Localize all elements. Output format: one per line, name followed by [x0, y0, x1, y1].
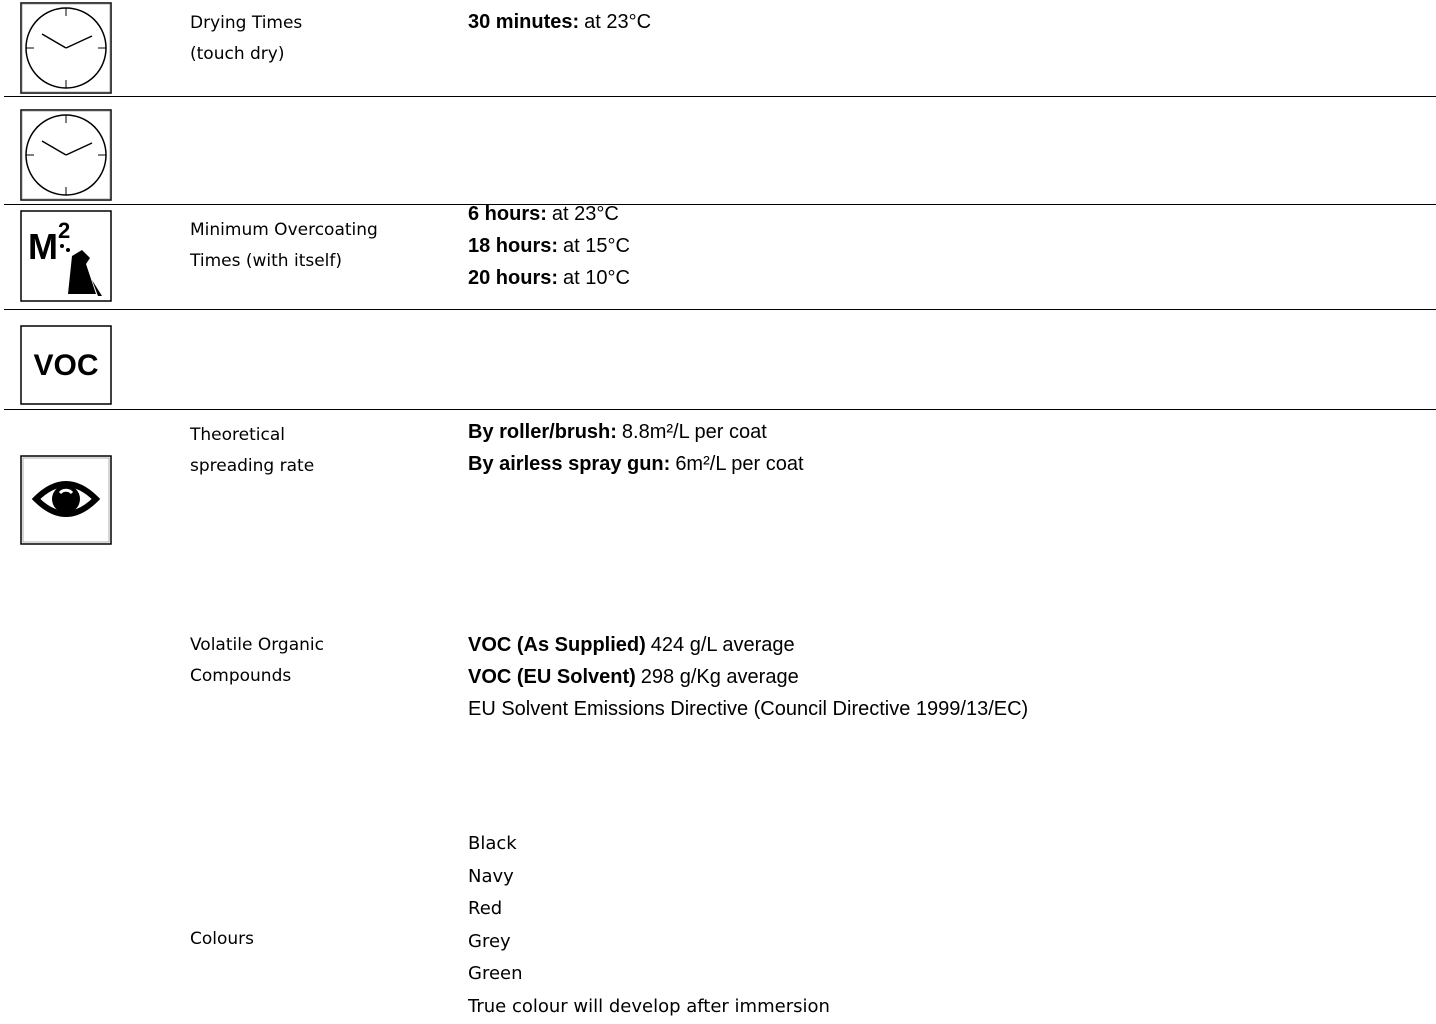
- detail-text: 6m²/L per coat: [675, 453, 804, 475]
- row-details: VOC (As Supplied) 424 g/L average VOC (EU …: [468, 629, 1028, 725]
- icon-superscript: 2: [58, 218, 71, 243]
- detail-text: at 23°C: [551, 203, 619, 225]
- detail-text: True colour will develop after immersion: [468, 995, 830, 1017]
- row-separator: [4, 309, 1436, 310]
- detail-line: Green: [468, 958, 830, 991]
- detail-bold: By airless spray gun:: [468, 453, 671, 475]
- detail-text: EU Solvent Emissions Directive (Council …: [468, 698, 1029, 720]
- row-label: Colours: [190, 924, 254, 955]
- detail-bold: 18 hours:: [468, 235, 559, 257]
- row-details: 6 hours: at 23°C 18 hours: at 15°C 20 hours:…: [468, 198, 630, 294]
- detail-text: Red: [468, 898, 503, 920]
- detail-line: By airless spray gun: 6m²/L per coat: [468, 448, 804, 480]
- detail-text: 424 g/L average: [650, 634, 795, 656]
- spec-row: VOC Volatile Organic Compounds VOC (As Supp…: [0, 310, 1436, 720]
- row-icon: [20, 2, 112, 99]
- detail-text: Green: [468, 963, 523, 985]
- label-line: Theoretical: [190, 425, 285, 445]
- detail-bold: VOC (As Supplied): [468, 634, 646, 656]
- detail-bold: VOC (EU Solvent): [468, 666, 636, 688]
- spec-row: Minimum Overcoating Times (with itself) 6 …: [0, 97, 1436, 289]
- spec-row: Colours Black Navy Red Grey Green True colour …: [0, 410, 1436, 1017]
- label-line: Drying Times: [190, 13, 303, 33]
- row-label: Theoretical spreading rate: [190, 420, 314, 482]
- spec-row: M 2 Theoretical spreading rate By roller/bru…: [0, 205, 1436, 476]
- detail-text: Black: [468, 833, 517, 854]
- icon-text: M: [28, 226, 58, 267]
- label-line: Volatile Organic: [190, 635, 324, 655]
- detail-text: 8.8m²/L per coat: [621, 421, 767, 443]
- detail-bold: By roller/brush:: [468, 421, 617, 443]
- row-details: 30 minutes: at 23°C: [468, 6, 651, 38]
- detail-text: at 15°C: [563, 235, 630, 257]
- label-line: Minimum Overcoating: [190, 220, 378, 240]
- detail-line: Navy: [468, 861, 830, 894]
- label-line: Compounds: [190, 666, 292, 686]
- row-label: Volatile Organic Compounds: [190, 630, 324, 692]
- detail-text: at 10°C: [563, 267, 630, 289]
- label-line: (touch dry): [190, 44, 285, 64]
- detail-line: Grey: [468, 926, 830, 959]
- icon-text: VOC: [33, 349, 99, 382]
- label-line: spreading rate: [190, 456, 315, 476]
- row-icon: VOC: [20, 325, 112, 405]
- detail-line: 20 hours: at 10°C: [468, 262, 630, 294]
- detail-line: EU Solvent Emissions Directive (Council …: [468, 693, 1028, 725]
- detail-bold: 20 hours:: [468, 267, 559, 289]
- detail-line: Black: [468, 828, 830, 861]
- label-line: Times (with itself): [190, 251, 343, 271]
- label-line: Colours: [190, 929, 255, 949]
- spec-row: Drying Times (touch dry) 30 minutes: at 23°…: [0, 0, 1436, 97]
- row-separator: [4, 204, 1436, 205]
- detail-text: Navy: [468, 865, 514, 887]
- detail-line: By roller/brush: 8.8m²/L per coat: [468, 416, 804, 448]
- row-separator: [4, 96, 1436, 97]
- row-label: Drying Times (touch dry): [190, 8, 302, 70]
- row-icon: [20, 109, 112, 206]
- detail-line: 18 hours: at 15°C: [468, 230, 630, 262]
- detail-line: 6 hours: at 23°C: [468, 198, 630, 230]
- detail-line: 30 minutes: at 23°C: [468, 6, 651, 38]
- row-separator: [4, 409, 1436, 410]
- detail-line: True colour will develop after immersion: [468, 991, 830, 1024]
- detail-text: at 23°C: [584, 11, 652, 33]
- detail-line: VOC (As Supplied) 424 g/L average: [468, 629, 1028, 661]
- row-icon: [20, 455, 112, 550]
- row-details: Black Navy Red Grey Green True colour will de…: [468, 828, 830, 1024]
- detail-bold: 6 hours:: [468, 203, 547, 225]
- detail-text: 298 g/Kg average: [640, 666, 799, 688]
- detail-bold: 30 minutes:: [468, 11, 580, 33]
- row-details: By roller/brush: 8.8m²/L per coat By airle…: [468, 416, 804, 480]
- detail-line: VOC (EU Solvent) 298 g/Kg average: [468, 661, 1028, 693]
- detail-line: Red: [468, 893, 830, 926]
- detail-text: Grey: [468, 930, 511, 952]
- row-label: Minimum Overcoating Times (with itself): [190, 215, 378, 277]
